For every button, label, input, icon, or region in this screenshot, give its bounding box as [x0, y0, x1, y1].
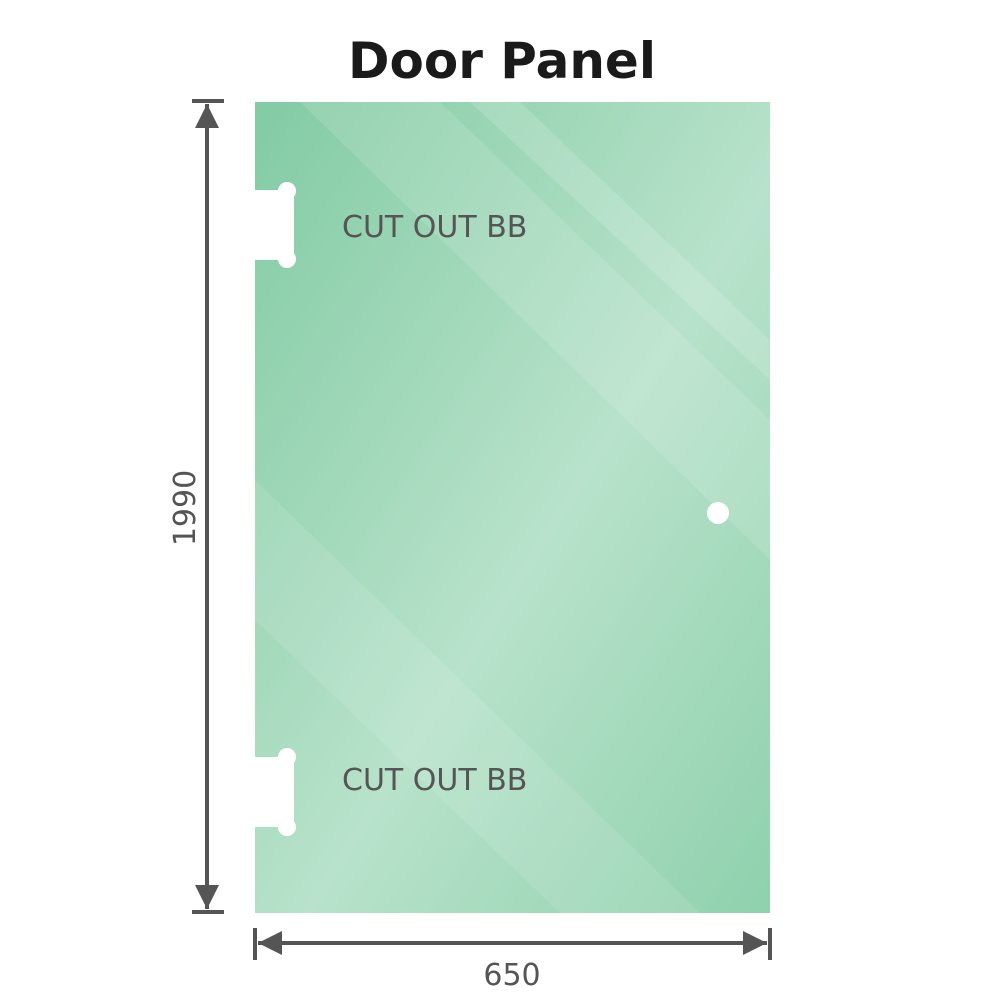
glass-panel — [255, 102, 770, 913]
height-dimension-label: 1990 — [168, 470, 203, 546]
height-dimension-line — [192, 99, 224, 914]
handle-hole — [707, 502, 729, 524]
diagram-title: Door Panel — [348, 32, 656, 90]
cutout-bottom — [254, 748, 296, 836]
width-dimension-label: 650 — [483, 958, 540, 993]
width-dimension-line — [253, 928, 772, 960]
cutout-top — [254, 182, 296, 268]
cutout-top-label: CUT OUT BB — [342, 210, 527, 245]
cutout-bottom-label: CUT OUT BB — [342, 763, 527, 798]
